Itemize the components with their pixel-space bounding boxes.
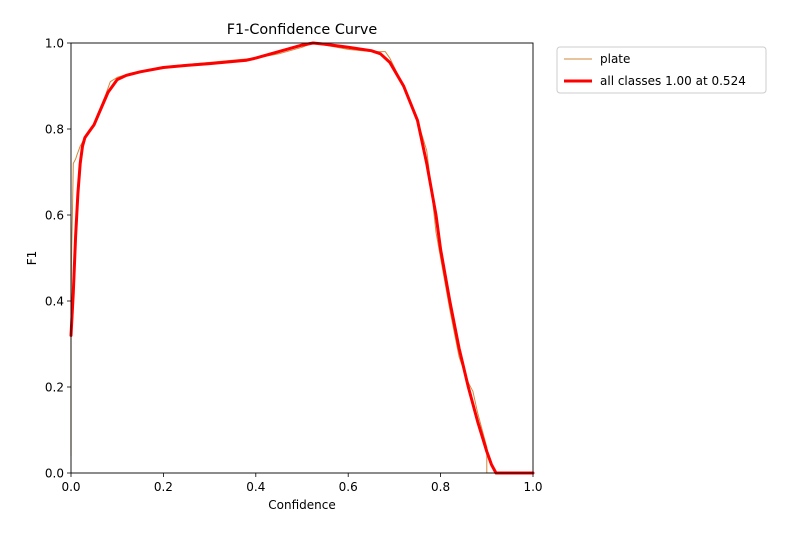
y-tick-label: 0.8 [45, 123, 64, 137]
x-tick-label: 1.0 [523, 480, 542, 494]
chart-title: F1-Confidence Curve [227, 22, 378, 38]
x-tick-label: 0.2 [154, 480, 173, 494]
plot-frame [70, 42, 534, 474]
x-tick-label: 0.0 [61, 480, 80, 494]
x-tick-label: 0.6 [339, 480, 358, 494]
x-axis-ticks: 0.0 0.2 0.4 0.6 0.8 1.0 [61, 473, 543, 494]
legend-label-plate: plate [600, 52, 630, 66]
x-axis-label: Confidence [268, 498, 335, 512]
legend-box [556, 46, 767, 94]
series-line-all-classes [69, 41, 535, 475]
x-tick-label: 0.8 [431, 480, 450, 494]
y-axis-label: F1 [25, 251, 39, 266]
y-tick-label: 1.0 [45, 37, 64, 51]
legend: plate all classes 1.00 at 0.524 [556, 46, 767, 94]
legend-label-all-classes: all classes 1.00 at 0.524 [600, 74, 746, 88]
x-tick-label: 0.4 [246, 480, 265, 494]
y-axis-ticks: 0.0 0.2 0.4 0.6 0.8 1.0 [45, 37, 71, 481]
y-tick-label: 0.0 [45, 467, 64, 481]
y-tick-label: 0.4 [45, 295, 64, 309]
y-tick-label: 0.2 [45, 381, 64, 395]
y-tick-label: 0.6 [45, 209, 64, 223]
